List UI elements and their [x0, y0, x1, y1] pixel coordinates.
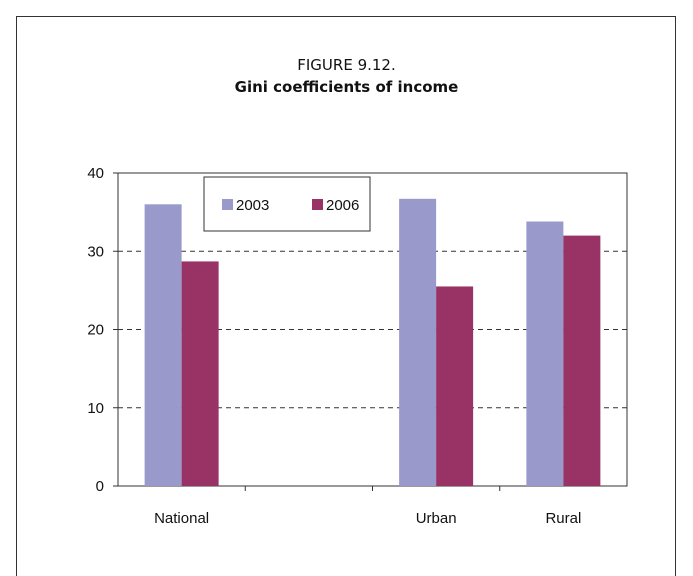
figure-frame	[16, 16, 676, 576]
y-tick-label: 20	[87, 322, 104, 339]
legend-box	[203, 176, 371, 232]
legend-label-2003: 2003	[236, 197, 269, 214]
bar-2003-Urban	[399, 198, 437, 486]
figure-title: Gini coefficients of income	[234, 78, 459, 96]
y-tick-label: 40	[87, 165, 104, 182]
bar-2006-Rural	[563, 235, 601, 486]
legend-swatch-2003	[222, 199, 233, 210]
x-tick-label: Urban	[416, 510, 457, 527]
figure-number: FIGURE 9.12.	[297, 56, 396, 74]
figure-caption: FIGURE 9.12. Gini coefficients of income	[0, 54, 693, 98]
y-tick-label: 0	[96, 478, 104, 495]
y-tick-label: 30	[87, 243, 104, 260]
bar-2003-Rural	[526, 221, 564, 486]
x-tick-label: Rural	[545, 510, 581, 527]
x-tick-label: National	[154, 510, 209, 527]
bar-2003-National	[144, 204, 182, 487]
legend-label-2006: 2006	[326, 197, 359, 214]
y-tick-label: 10	[87, 400, 104, 417]
bar-2006-National	[181, 261, 219, 486]
legend-swatch-2006	[312, 199, 323, 210]
bar-2006-Urban	[436, 286, 474, 486]
